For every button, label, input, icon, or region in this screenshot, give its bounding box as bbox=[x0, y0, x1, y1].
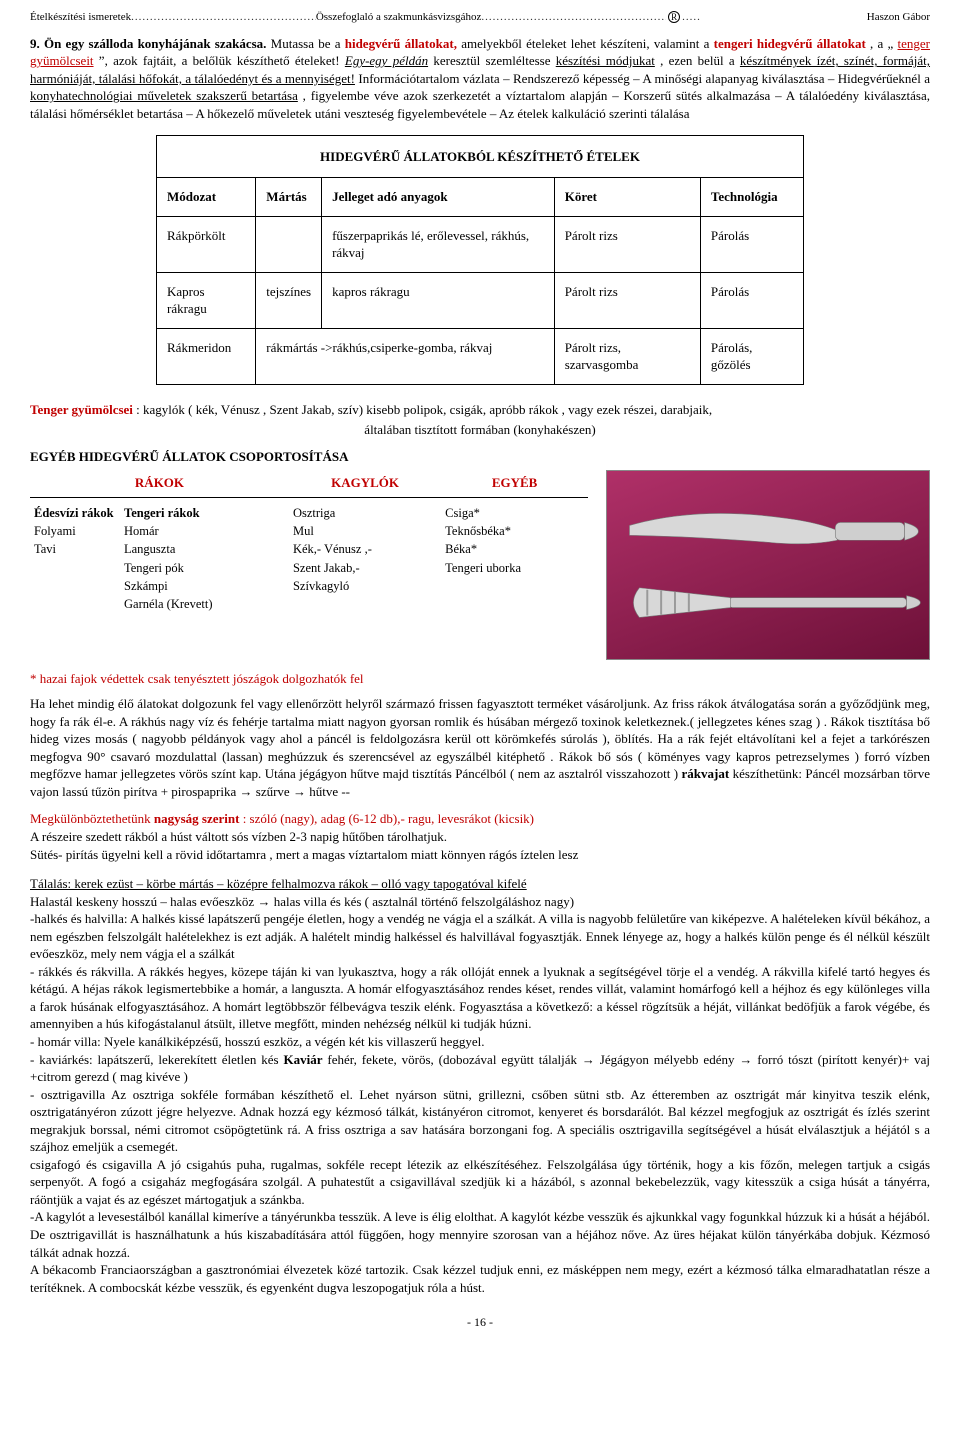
cutlery-icon bbox=[607, 471, 929, 659]
note-protected: * hazai fajok védettek csak tenyésztett … bbox=[30, 670, 930, 688]
t2-egyeb: Csiga* Teknősbéka* Béka* Tengeri uborka bbox=[441, 498, 588, 619]
body3-t8: csigafogó és csigavilla A jó csigahús pu… bbox=[30, 1156, 930, 1209]
body3-t9: -A kagylót a levesestálból kanállal kime… bbox=[30, 1208, 930, 1261]
hdr-mid: Összefoglaló a szakmunkásvizsgához bbox=[316, 10, 482, 25]
body2-l3: Sütés- pirítás ügyelni kell a rövid időt… bbox=[30, 846, 930, 864]
table1-title: HIDEGVÉRŰ ÁLLATOKBÓL KÉSZÍTHETŐ ÉTELEK bbox=[157, 135, 804, 178]
body3-t4: - rákkés és rákvilla. A rákkés hegyes, k… bbox=[30, 963, 930, 1033]
table2: RÁKOK KAGYLÓK EGYÉB Édesvízi rákok Folya… bbox=[30, 470, 588, 619]
t2-h2: EGYÉB bbox=[441, 470, 588, 498]
table2-wrap: RÁKOK KAGYLÓK EGYÉB Édesvízi rákok Folya… bbox=[30, 470, 588, 619]
page-number: - 16 - bbox=[30, 1314, 930, 1330]
body-block-3: Tálalás: kerek ezüst – körbe mártás – kö… bbox=[30, 875, 930, 1296]
body3-t2: Halastál keskeny hosszú – halas evőeszkö… bbox=[30, 893, 930, 911]
body3-t5: - homár villa: Nyele kanálkiképzésű, hos… bbox=[30, 1033, 930, 1051]
table1-header-row: Módozat Mártás Jelleget adó anyagok Köre… bbox=[157, 178, 804, 217]
t1-h1: Mártás bbox=[256, 178, 322, 217]
cutlery-photo bbox=[606, 470, 930, 660]
t2-h1: KAGYLÓK bbox=[289, 470, 441, 498]
table1-row: Rákpörkölt fűszerpaprikás lé, erőlevesse… bbox=[157, 216, 804, 272]
t1-h3: Köret bbox=[554, 178, 700, 217]
hdr-left: Ételkészítési ismeretek bbox=[30, 10, 131, 25]
table1: HIDEGVÉRŰ ÁLLATOKBÓL KÉSZÍTHETŐ ÉTELEK M… bbox=[156, 135, 804, 385]
intro-question: 9. Ön egy szálloda konyhájának szakácsa. bbox=[30, 36, 271, 51]
body3-t6: - kaviárkés: lapátszerű, lekerekített él… bbox=[30, 1051, 930, 1086]
subhead-egyeb: EGYÉB HIDEGVÉRŰ ÁLLATOK CSOPORTOSÍTÁSA bbox=[30, 448, 930, 466]
tenger-line: Tenger gyümölcsei : kagylók ( kék, Vénus… bbox=[30, 401, 930, 419]
hdr-dots-r2: ..... bbox=[682, 10, 867, 25]
table1-row: Rákmeridon rákmártás ->rákhús,csiperke-g… bbox=[157, 328, 804, 384]
t2-rakok-col1: Édesvízi rákok Folyami Tavi bbox=[30, 498, 120, 619]
body1-p: Ha lehet mindig élő álatokat dolgozunk f… bbox=[30, 695, 930, 800]
t2-kagylok: Osztriga Mul Kék,- Vénusz ,- Szent Jakab… bbox=[289, 498, 441, 619]
tenger-sub: általában tisztított formában (konyhakés… bbox=[30, 421, 930, 439]
intro-text: 9. Ön egy szálloda konyhájának szakácsa.… bbox=[30, 35, 930, 123]
table1-wrap: HIDEGVÉRŰ ÁLLATOKBÓL KÉSZÍTHETŐ ÉTELEK M… bbox=[30, 135, 930, 385]
body2-l1: Megkülönböztethetünk nagyság szerint : s… bbox=[30, 810, 930, 828]
t2-rakok-col2: Tengeri rákok Homár Languszta Tengeri pó… bbox=[120, 498, 289, 619]
t1-h0: Módozat bbox=[157, 178, 256, 217]
table2-header-row: RÁKOK KAGYLÓK EGYÉB bbox=[30, 470, 588, 498]
body3-t10: A békacomb Franciaországban a gasztronóm… bbox=[30, 1261, 930, 1296]
hdr-dots-l: ........................................… bbox=[131, 10, 316, 25]
body-block-2: Megkülönböztethetünk nagyság szerint : s… bbox=[30, 810, 930, 863]
registered-icon: R bbox=[668, 11, 680, 23]
split-block: RÁKOK KAGYLÓK EGYÉB Édesvízi rákok Folya… bbox=[30, 470, 930, 660]
t1-h4: Technológia bbox=[700, 178, 803, 217]
body3-t1: Tálalás: kerek ezüst – körbe mártás – kö… bbox=[30, 875, 930, 893]
body3-t7: - osztrigavilla Az osztriga sokféle form… bbox=[30, 1086, 930, 1156]
t1-h2: Jelleget adó anyagok bbox=[322, 178, 555, 217]
body3-t3: -halkés és halvilla: A halkés kissé lapá… bbox=[30, 910, 930, 963]
body-block-1: Ha lehet mindig élő álatokat dolgozunk f… bbox=[30, 695, 930, 800]
table2-row: Édesvízi rákok Folyami Tavi Tengeri ráko… bbox=[30, 498, 588, 619]
t2-h0: RÁKOK bbox=[30, 470, 289, 498]
body2-l2: A részeire szedett rákból a húst váltott… bbox=[30, 828, 930, 846]
cutlery-photo-wrap bbox=[606, 470, 930, 660]
intro-block: 9. Ön egy szálloda konyhájának szakácsa.… bbox=[30, 35, 930, 123]
hdr-right: Haszon Gábor bbox=[867, 10, 930, 25]
table1-row: Kapros rákragu tejszínes kapros rákragu … bbox=[157, 272, 804, 328]
page-header: Ételkészítési ismeretek ................… bbox=[30, 10, 930, 25]
hdr-dots-r: ........................................… bbox=[481, 10, 666, 25]
